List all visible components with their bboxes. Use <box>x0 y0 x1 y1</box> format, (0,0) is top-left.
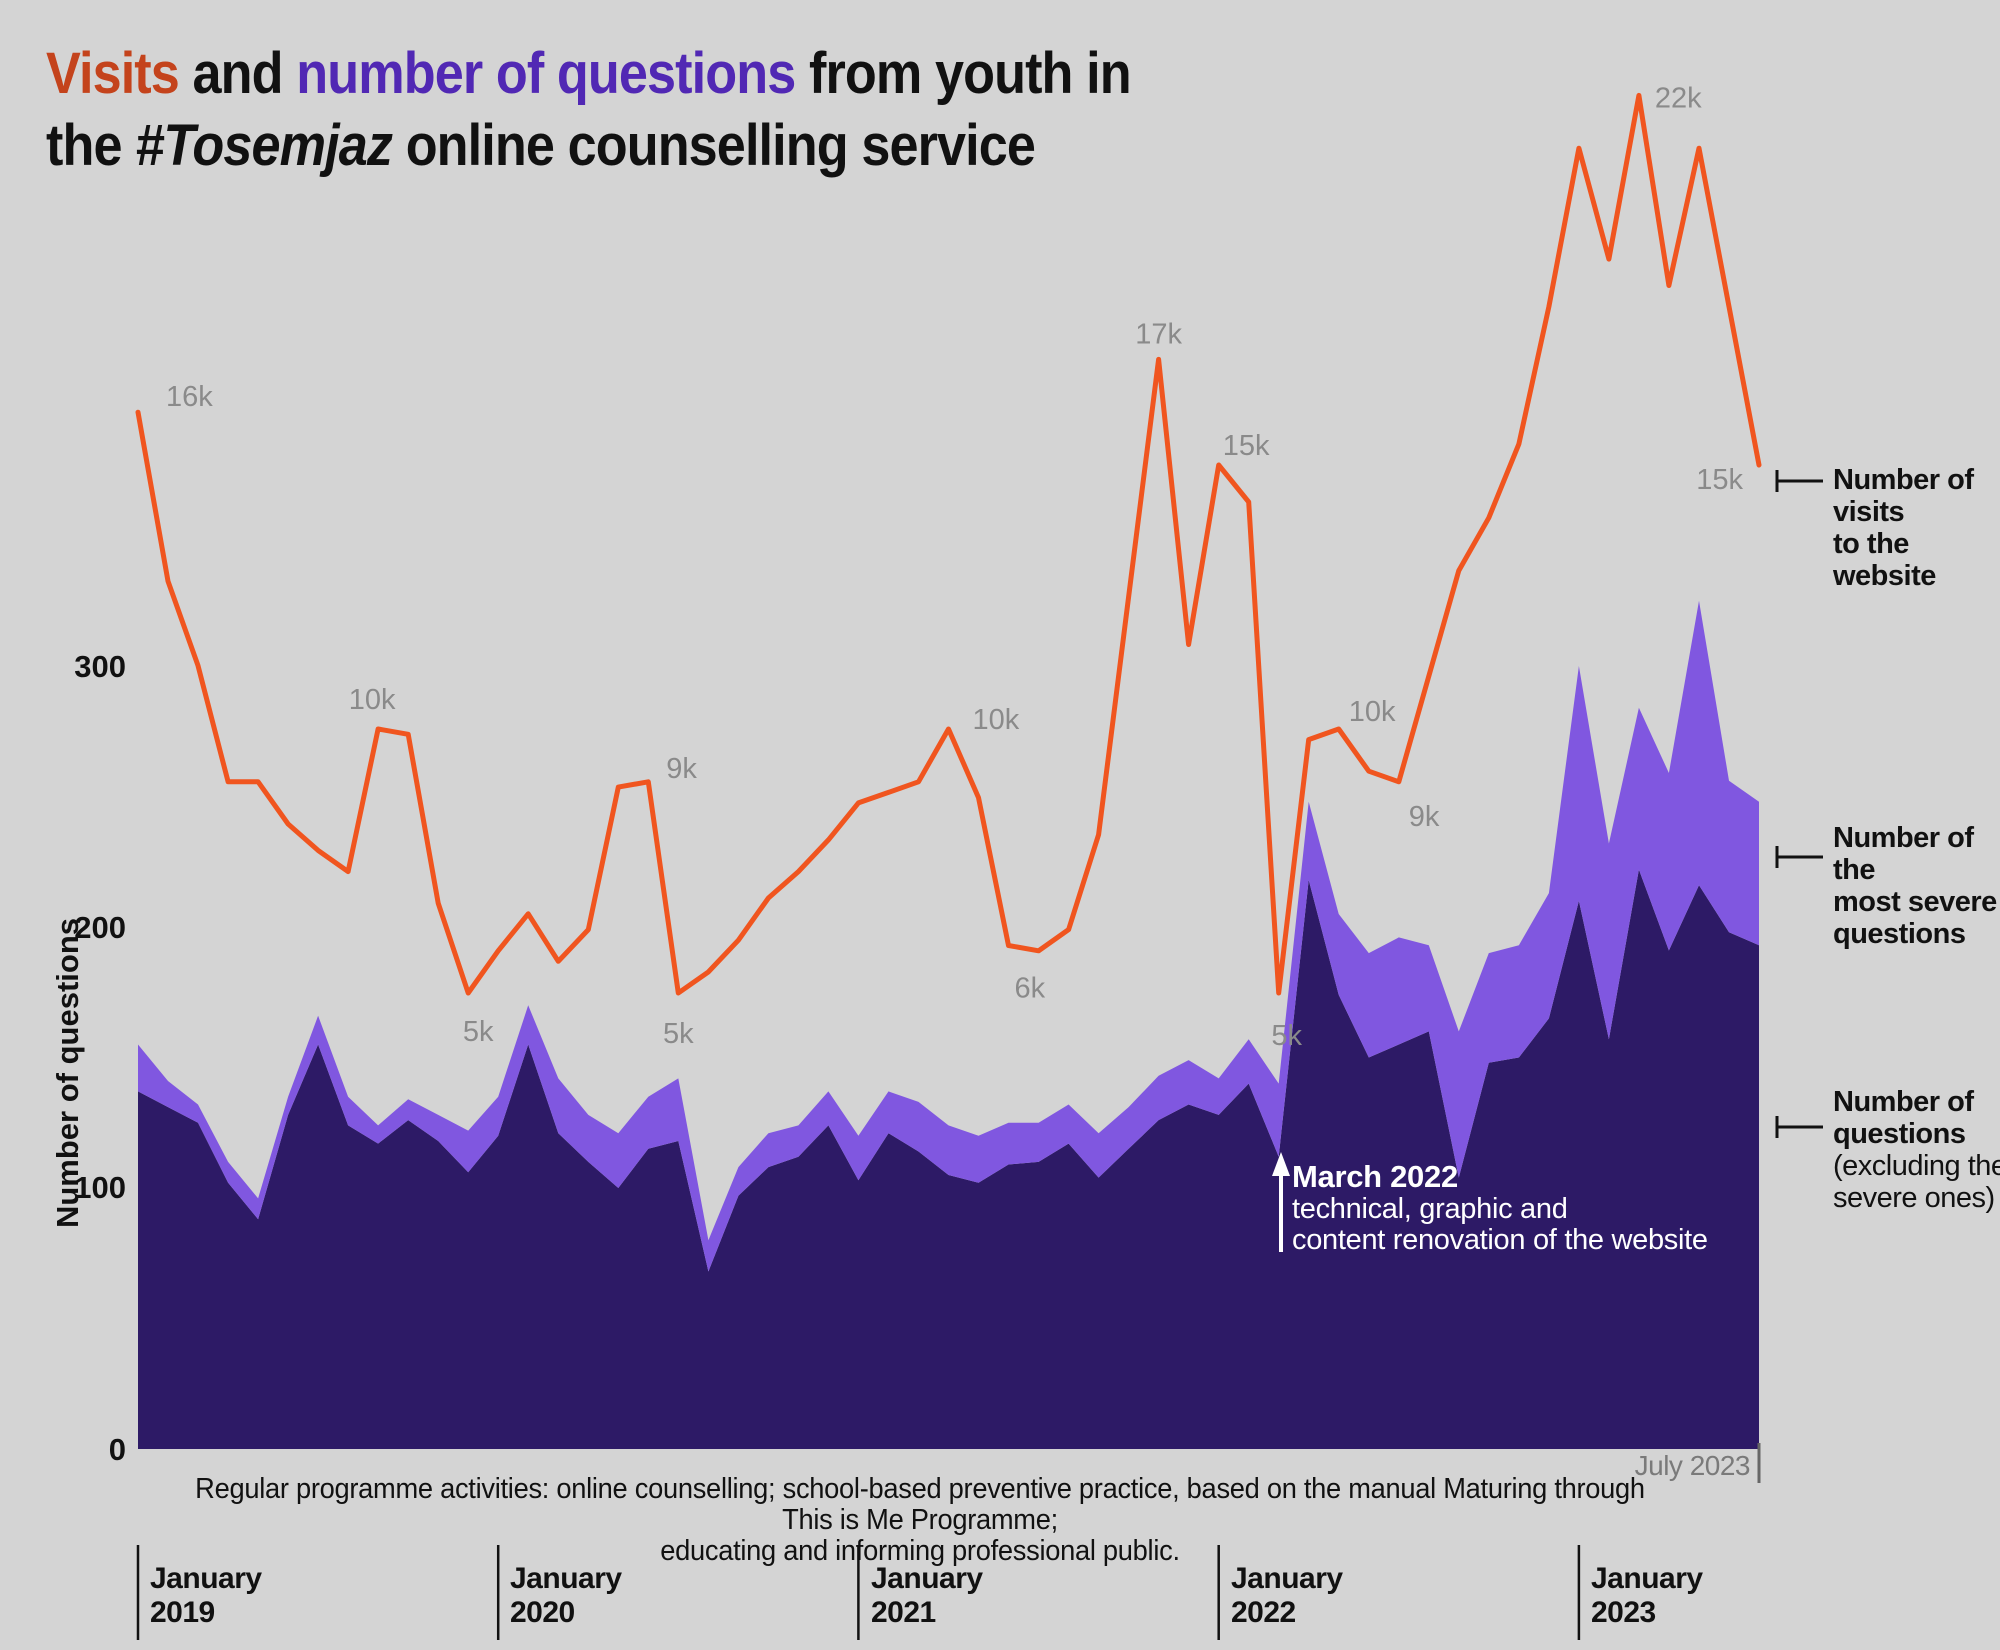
title-line-1: Visits and number of questions from yout… <box>46 41 1132 106</box>
visits-label-15k: 15k <box>1223 430 1270 462</box>
x-end-label-july-2023: July 2023 <box>1634 1450 1751 1481</box>
y-tick-200: 200 <box>74 910 126 945</box>
x-tick-jan-2022: January 2022 <box>1231 1562 1343 1629</box>
legend-leader-lines <box>1775 470 1823 1138</box>
title-line-2: the #Tosemjaz online counselling service <box>46 113 1036 178</box>
title-word-visits: Visits <box>46 41 180 106</box>
visits-data-labels: 16k 10k 5k 9k 5k 10k 6k 17k 15k 5k 10k 9k 22k 15k <box>166 82 1743 1052</box>
y-tick-0: 0 <box>108 1432 126 1467</box>
visits-label-22k: 22k <box>1655 82 1702 114</box>
legend-severe-questions: Number of the most severe questions <box>1833 822 1997 950</box>
visits-label-10k: 10k <box>1349 696 1396 728</box>
visits-label-17k: 17k <box>1135 318 1182 350</box>
visits-line <box>135 92 1762 996</box>
severe-questions-area <box>138 600 1759 1272</box>
x-axis-year-ticks <box>136 1545 1581 1640</box>
visits-label-5k: 5k <box>1271 1020 1302 1052</box>
legend-visits: Number of visits to the website <box>1833 464 1974 592</box>
visits-label-9k: 9k <box>666 753 697 785</box>
x-tick-jan-2019: January 2019 <box>150 1562 262 1629</box>
visits-label-9k: 9k <box>1409 801 1440 833</box>
x-tick-jan-2023: January 2023 <box>1591 1562 1703 1629</box>
visits-label-15k: 15k <box>1696 464 1743 496</box>
visits-label-10k: 10k <box>349 684 396 716</box>
questions-area <box>138 869 1759 1449</box>
visits-label-10k: 10k <box>973 704 1020 736</box>
x-tick-jan-2021: January 2021 <box>871 1562 983 1629</box>
legend-questions: Number of questions (excluding the sever… <box>1833 1086 2000 1214</box>
y-tick-300: 300 <box>74 649 126 684</box>
x-tick-jan-2020: January 2020 <box>510 1562 622 1629</box>
annotation-arrow-icon <box>1272 1152 1290 1252</box>
title-hashtag: #Tosemjaz <box>135 113 393 178</box>
annotation-march-2022: March 2022 technical, graphic and conten… <box>1292 1159 1708 1256</box>
visits-label-5k: 5k <box>463 1016 494 1048</box>
y-tick-100: 100 <box>74 1170 126 1205</box>
page-title: Visits and number of questions from yout… <box>46 38 1306 182</box>
visits-label-6k: 6k <box>1015 973 1046 1005</box>
caption: Regular programme activities: online cou… <box>195 1473 1645 1567</box>
visits-label-5k: 5k <box>663 1018 694 1050</box>
title-word-questions: number of questions <box>296 41 796 106</box>
visits-label-16k: 16k <box>166 381 213 413</box>
